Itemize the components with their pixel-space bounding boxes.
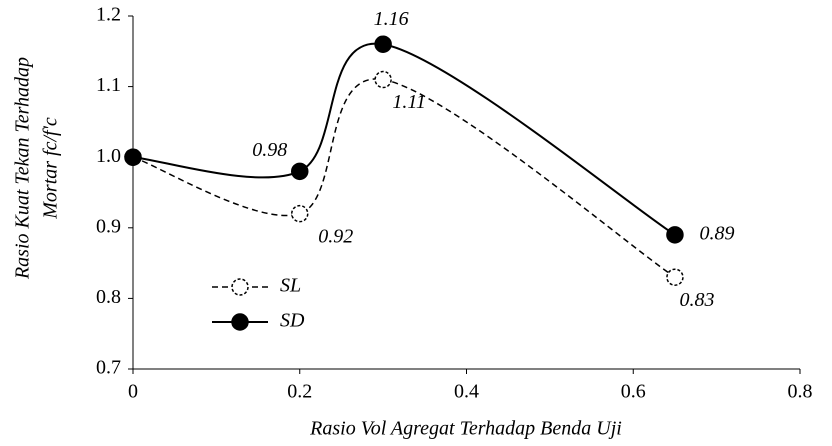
data-label: 0.83: [679, 289, 714, 311]
data-point: [666, 226, 684, 244]
data-label: 0.98: [252, 139, 287, 161]
legend-marker: [231, 313, 249, 331]
x-axis-label: Rasio Vol Agregat Terhadap Benda Uji: [309, 418, 622, 440]
data-point: [291, 162, 309, 181]
data-point: [666, 268, 684, 286]
data-label: 1.16: [374, 8, 409, 30]
y-tick-label: 1.1: [96, 74, 121, 96]
data-label: 0.92: [318, 225, 353, 247]
y-tick-label: 0.7: [96, 357, 121, 379]
y-axis-label: Rasio Kuat Tekan Terhadap: [12, 57, 34, 280]
data-label: 1.11: [392, 91, 426, 113]
data-point: [124, 148, 142, 166]
legend-marker: [231, 278, 249, 296]
data-point: [374, 70, 392, 89]
data-point: [374, 35, 392, 53]
x-tick-label: 0: [128, 381, 138, 403]
x-tick-label: 0.8: [788, 381, 813, 403]
x-tick-label: 0.4: [454, 381, 479, 403]
y-tick-label: 1.0: [96, 145, 121, 167]
data-point: [291, 204, 309, 223]
data-label: 0.89: [699, 222, 734, 244]
legend-label: SL: [280, 275, 301, 297]
y-tick-label: 0.9: [96, 215, 121, 237]
y-axis-label: Mortar fc/f'c: [40, 117, 62, 220]
x-tick-label: 0.2: [287, 381, 312, 403]
y-tick-label: 1.2: [96, 4, 121, 26]
series-line: [132, 78, 676, 278]
series-line: [132, 42, 676, 236]
y-tick-label: 0.8: [96, 286, 121, 308]
legend-label: SD: [280, 310, 305, 332]
x-tick-label: 0.6: [621, 381, 646, 403]
